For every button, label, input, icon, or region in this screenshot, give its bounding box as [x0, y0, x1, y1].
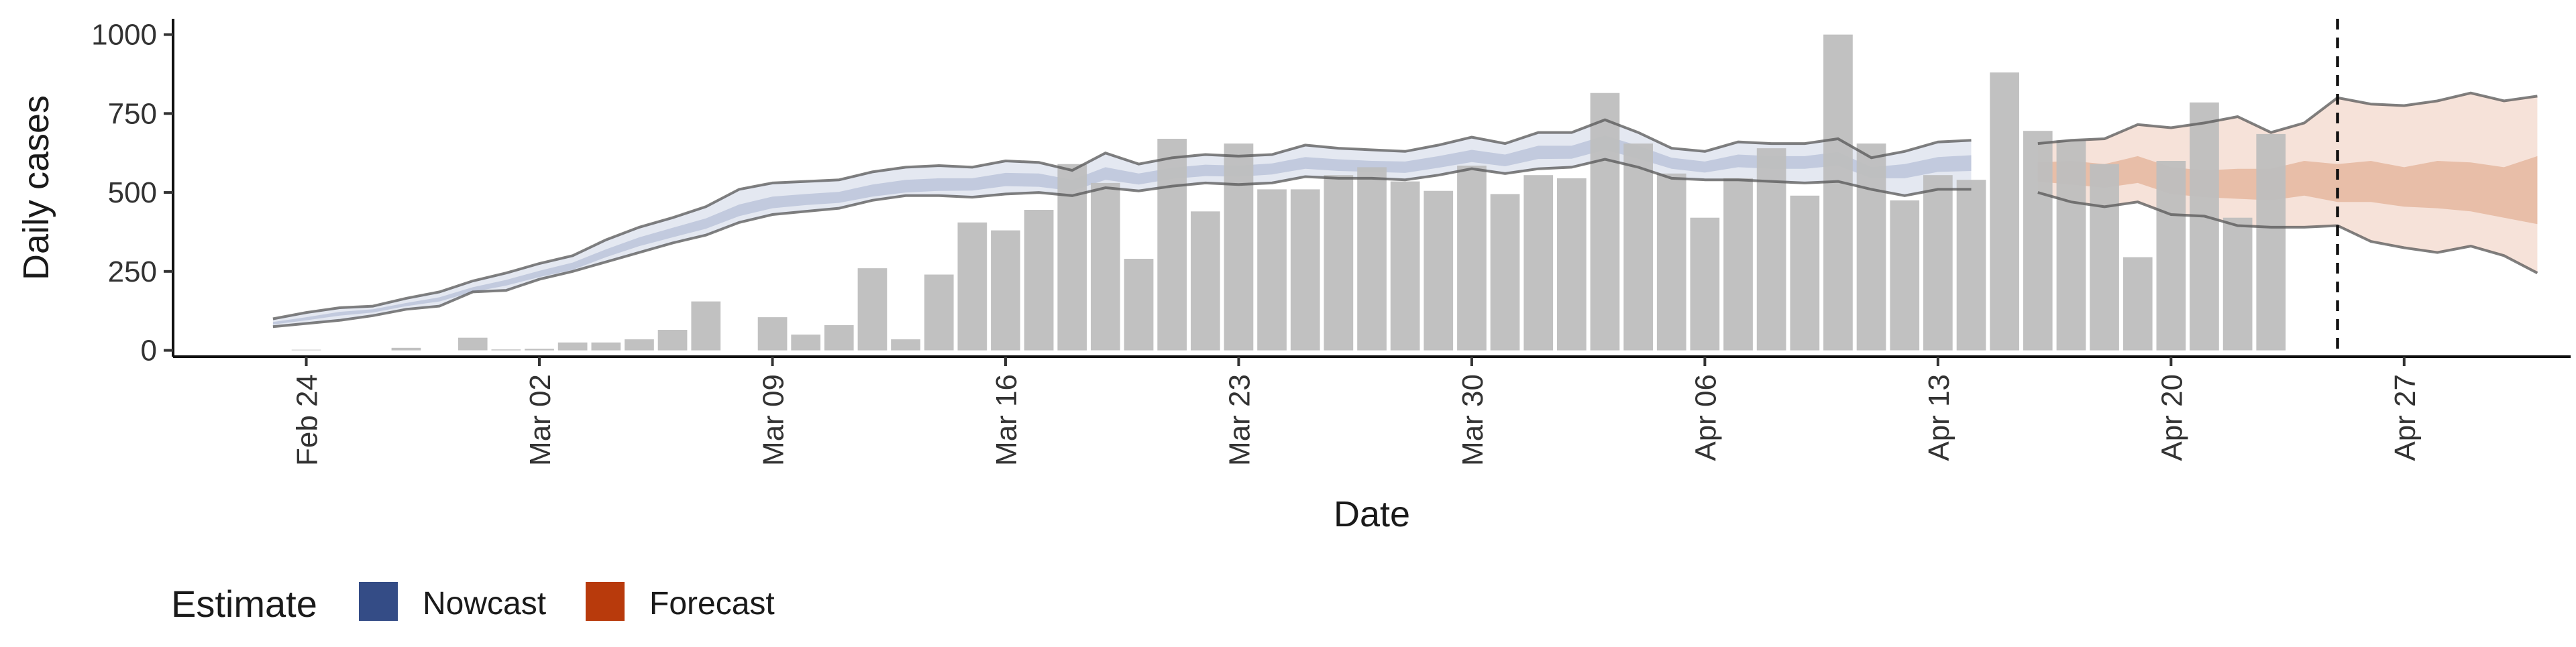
case-bar	[1390, 181, 1420, 351]
x-tick-label: Mar 02	[524, 374, 557, 466]
x-tick-label: Feb 24	[291, 374, 324, 466]
case-bar	[1157, 139, 1187, 351]
case-bar	[525, 349, 554, 351]
case-bar	[2156, 161, 2186, 351]
case-bar	[1756, 148, 1786, 351]
forecast-lower-line	[2037, 191, 2538, 274]
x-tick-label: Apr 27	[2389, 374, 2422, 461]
axes: 0 250 500 750 1000 Feb 24 Mar 02 Mar 09 Mar 16 Ma…	[91, 19, 2571, 466]
case-bar	[1990, 72, 2019, 351]
case-bar	[1257, 189, 1287, 351]
case-bar	[757, 317, 788, 351]
case-bar	[2090, 164, 2119, 351]
bound-lines	[272, 19, 2538, 357]
case-bar	[591, 342, 621, 351]
case-bar	[924, 274, 954, 351]
y-tick-label: 1000	[91, 19, 157, 52]
case-bar	[291, 349, 321, 351]
case-bar	[1357, 167, 1387, 351]
case-bar	[1690, 217, 1720, 351]
case-bar	[1324, 175, 1354, 351]
case-bar	[1557, 178, 1587, 351]
case-bar	[1823, 34, 1853, 351]
legend-swatch-nowcast	[359, 582, 398, 621]
case-bar	[1656, 173, 1686, 351]
legend-title: Estimate	[171, 583, 317, 625]
x-tick-label: Apr 13	[1923, 374, 1955, 461]
x-tick-label: Mar 30	[1456, 374, 1489, 466]
case-bar	[691, 301, 721, 351]
x-axis-title: Date	[1334, 494, 1410, 534]
case-bar	[2222, 217, 2253, 351]
case-bar	[957, 222, 987, 351]
case-bar	[1856, 143, 1886, 351]
case-bar	[1124, 259, 1154, 351]
y-axis-title: Daily cases	[16, 95, 56, 280]
case-bar	[2056, 140, 2086, 351]
case-bar	[657, 330, 688, 351]
y-tick-label: 250	[108, 255, 157, 288]
case-bar	[491, 349, 521, 351]
case-bar	[1790, 195, 1820, 351]
case-bar	[1224, 143, 1254, 351]
x-tick-label: Apr 20	[2155, 374, 2188, 461]
case-bar	[824, 325, 854, 351]
case-bar	[2256, 133, 2286, 351]
forecast-upper-line	[2037, 91, 2538, 145]
nowcast-50-ribbon	[272, 135, 1972, 325]
case-bar	[791, 335, 820, 351]
case-bar	[391, 347, 421, 351]
case-bar	[1490, 194, 1520, 351]
case-bar	[557, 342, 588, 351]
case-bar	[1523, 175, 1554, 351]
legend-label-forecast: Forecast	[649, 586, 775, 622]
case-bar	[891, 339, 920, 351]
case-bar	[1024, 210, 1054, 351]
case-bar	[1723, 178, 1753, 351]
nowcast-lower-line	[272, 158, 1972, 329]
case-bar	[1623, 143, 1653, 351]
x-tick-label: Mar 09	[757, 374, 790, 466]
case-bar	[1956, 180, 1986, 351]
legend-swatch-forecast	[586, 582, 625, 621]
y-tick-label: 750	[108, 97, 157, 130]
case-bar	[2123, 257, 2153, 351]
y-tick-label: 0	[141, 335, 157, 367]
case-bar	[625, 339, 654, 351]
case-bar	[1590, 93, 1620, 351]
case-bar	[1290, 189, 1320, 351]
legend-label-nowcast: Nowcast	[423, 586, 546, 622]
y-tick-label: 500	[108, 176, 157, 209]
x-tick-label: Mar 23	[1223, 374, 1256, 466]
legend: Estimate Nowcast Forecast	[171, 582, 775, 625]
case-bar	[857, 268, 888, 351]
reported-cases-bars	[291, 34, 2286, 351]
x-tick-label: Mar 16	[990, 374, 1023, 466]
case-bar	[2190, 102, 2219, 351]
case-bar	[2023, 131, 2053, 351]
case-bar	[1890, 200, 1920, 351]
x-tick-label: Apr 06	[1689, 374, 1722, 461]
case-bar	[1457, 166, 1487, 351]
nowcast-ribbons	[272, 119, 1972, 327]
case-bar	[991, 230, 1020, 351]
case-bar	[1091, 182, 1120, 351]
case-bar	[1191, 211, 1220, 351]
case-bar	[1923, 175, 1953, 351]
nowcast-upper-line	[272, 118, 1972, 320]
case-bar	[458, 337, 488, 351]
case-bar	[1424, 190, 1454, 351]
nowcast-90-ribbon	[272, 119, 1972, 327]
